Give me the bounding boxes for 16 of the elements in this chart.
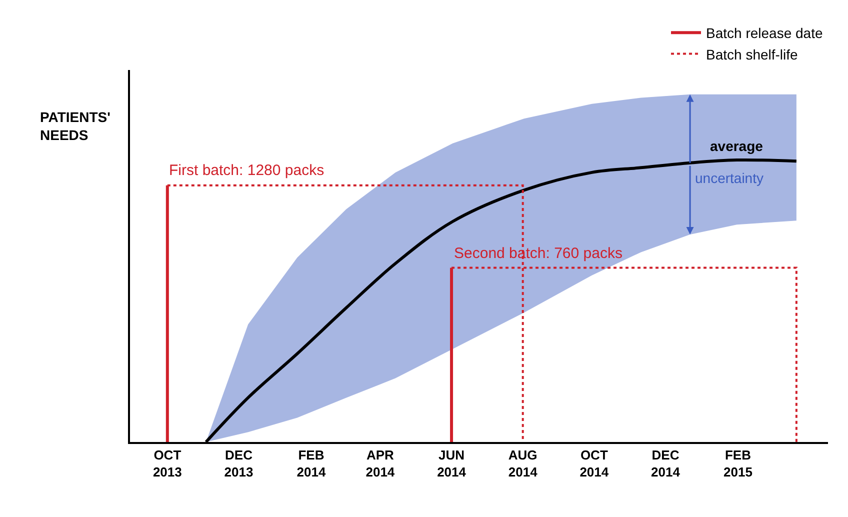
x-tick-label: DEC 2013 <box>224 448 254 480</box>
x-tick-label: APR 2014 <box>366 448 396 480</box>
x-tick-label: FEB 2014 <box>296 448 326 480</box>
x-tick-label: OCT 2014 <box>580 448 610 480</box>
legend-label: Batch release date <box>706 25 823 42</box>
x-tick-label: AUG 2014 <box>508 448 538 480</box>
annotation: uncertainty <box>695 170 764 186</box>
x-tick-label: OCT 2013 <box>152 448 182 480</box>
x-tick-label: DEC 2014 <box>651 448 681 480</box>
annotation: Second batch: 760 packs <box>454 245 622 262</box>
series-label: average <box>710 138 764 154</box>
x-tick-label: FEB 2015 <box>724 448 752 480</box>
x-tick-label: JUN 2014 <box>437 448 467 480</box>
legend-label: Batch shelf-life <box>706 46 798 62</box>
annotation: First batch: 1280 packs <box>169 162 324 179</box>
y-axis-title: PATIENTS' NEEDS <box>40 109 110 144</box>
